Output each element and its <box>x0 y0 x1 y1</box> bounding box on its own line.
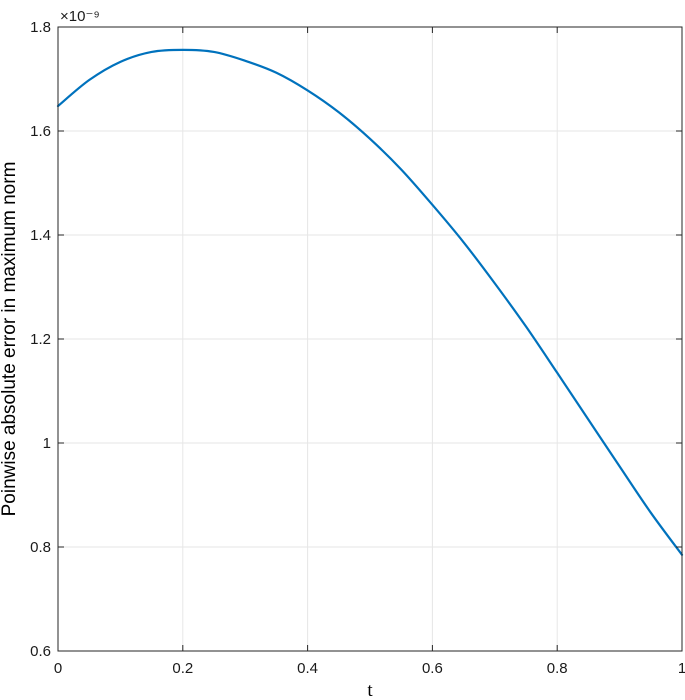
x-tick-label: 0.8 <box>547 660 568 677</box>
series-layer <box>56 48 684 556</box>
x-tick-label: 0.4 <box>297 660 318 677</box>
x-tick-label: 0.2 <box>172 660 193 677</box>
y-tick-label: 0.6 <box>30 643 51 660</box>
y-tick-label: 0.8 <box>30 539 51 556</box>
y-tick-label: 1.4 <box>30 227 51 244</box>
x-tick-label: 0 <box>54 660 62 677</box>
x-tick-label: 1 <box>678 660 685 677</box>
series-line <box>56 48 684 556</box>
x-tick-labels: 0 0.2 0.4 0.6 0.8 1 <box>54 660 685 677</box>
y-tick-label: 1 <box>43 435 51 452</box>
x-tick-label: 0.6 <box>422 660 443 677</box>
y-exponent-label: ×10⁻⁹ <box>60 8 100 25</box>
y-tick-labels: 0.6 0.8 1 1.2 1.4 1.6 1.8 <box>30 19 51 660</box>
grid <box>58 27 682 651</box>
x-axis-label: t <box>367 680 373 700</box>
y-tick-label: 1.6 <box>30 123 51 140</box>
y-axis-label: Poinwise absolute error in maximum norm <box>0 162 20 517</box>
y-tick-label: 1.2 <box>30 331 51 348</box>
y-tick-label: 1.8 <box>30 19 51 36</box>
ticks <box>57 26 683 652</box>
